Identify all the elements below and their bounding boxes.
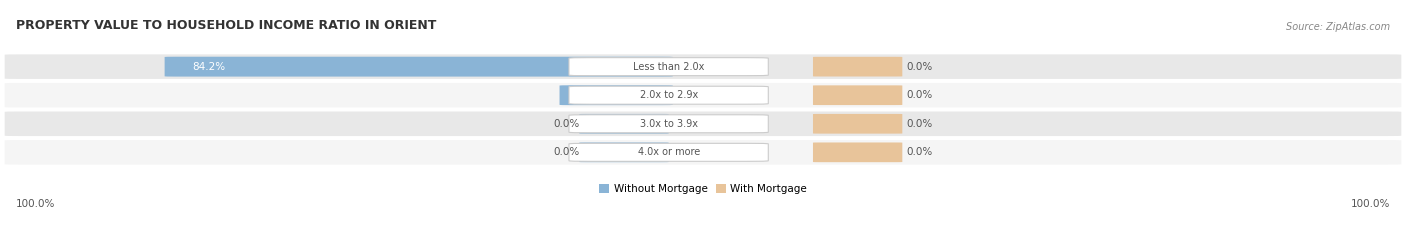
- FancyBboxPatch shape: [4, 140, 1402, 165]
- FancyBboxPatch shape: [579, 114, 669, 134]
- Text: PROPERTY VALUE TO HOUSEHOLD INCOME RATIO IN ORIENT: PROPERTY VALUE TO HOUSEHOLD INCOME RATIO…: [15, 19, 436, 32]
- FancyBboxPatch shape: [4, 54, 1402, 79]
- FancyBboxPatch shape: [560, 85, 672, 105]
- Legend: Without Mortgage, With Mortgage: Without Mortgage, With Mortgage: [595, 180, 811, 198]
- Text: 0.0%: 0.0%: [553, 147, 579, 157]
- Text: Less than 2.0x: Less than 2.0x: [633, 62, 704, 72]
- FancyBboxPatch shape: [813, 114, 903, 134]
- FancyBboxPatch shape: [4, 111, 1402, 136]
- FancyBboxPatch shape: [569, 115, 768, 133]
- Text: 4.0x or more: 4.0x or more: [637, 147, 700, 157]
- FancyBboxPatch shape: [4, 83, 1402, 107]
- Text: Source: ZipAtlas.com: Source: ZipAtlas.com: [1286, 22, 1391, 32]
- Text: 0.0%: 0.0%: [553, 119, 579, 129]
- FancyBboxPatch shape: [813, 143, 903, 162]
- Text: 2.0x to 2.9x: 2.0x to 2.9x: [640, 90, 697, 100]
- FancyBboxPatch shape: [579, 143, 669, 162]
- FancyBboxPatch shape: [813, 85, 903, 105]
- FancyBboxPatch shape: [813, 57, 903, 77]
- FancyBboxPatch shape: [569, 143, 768, 161]
- FancyBboxPatch shape: [569, 86, 768, 104]
- Text: 100.0%: 100.0%: [15, 199, 55, 208]
- FancyBboxPatch shape: [569, 58, 768, 76]
- Text: 0.0%: 0.0%: [907, 62, 932, 72]
- Text: 100.0%: 100.0%: [1351, 199, 1391, 208]
- Text: 0.0%: 0.0%: [907, 147, 932, 157]
- Text: 15.8%: 15.8%: [588, 90, 620, 100]
- Text: 0.0%: 0.0%: [907, 90, 932, 100]
- FancyBboxPatch shape: [165, 57, 672, 77]
- Text: 84.2%: 84.2%: [193, 62, 225, 72]
- Text: 3.0x to 3.9x: 3.0x to 3.9x: [640, 119, 697, 129]
- Text: 0.0%: 0.0%: [907, 119, 932, 129]
